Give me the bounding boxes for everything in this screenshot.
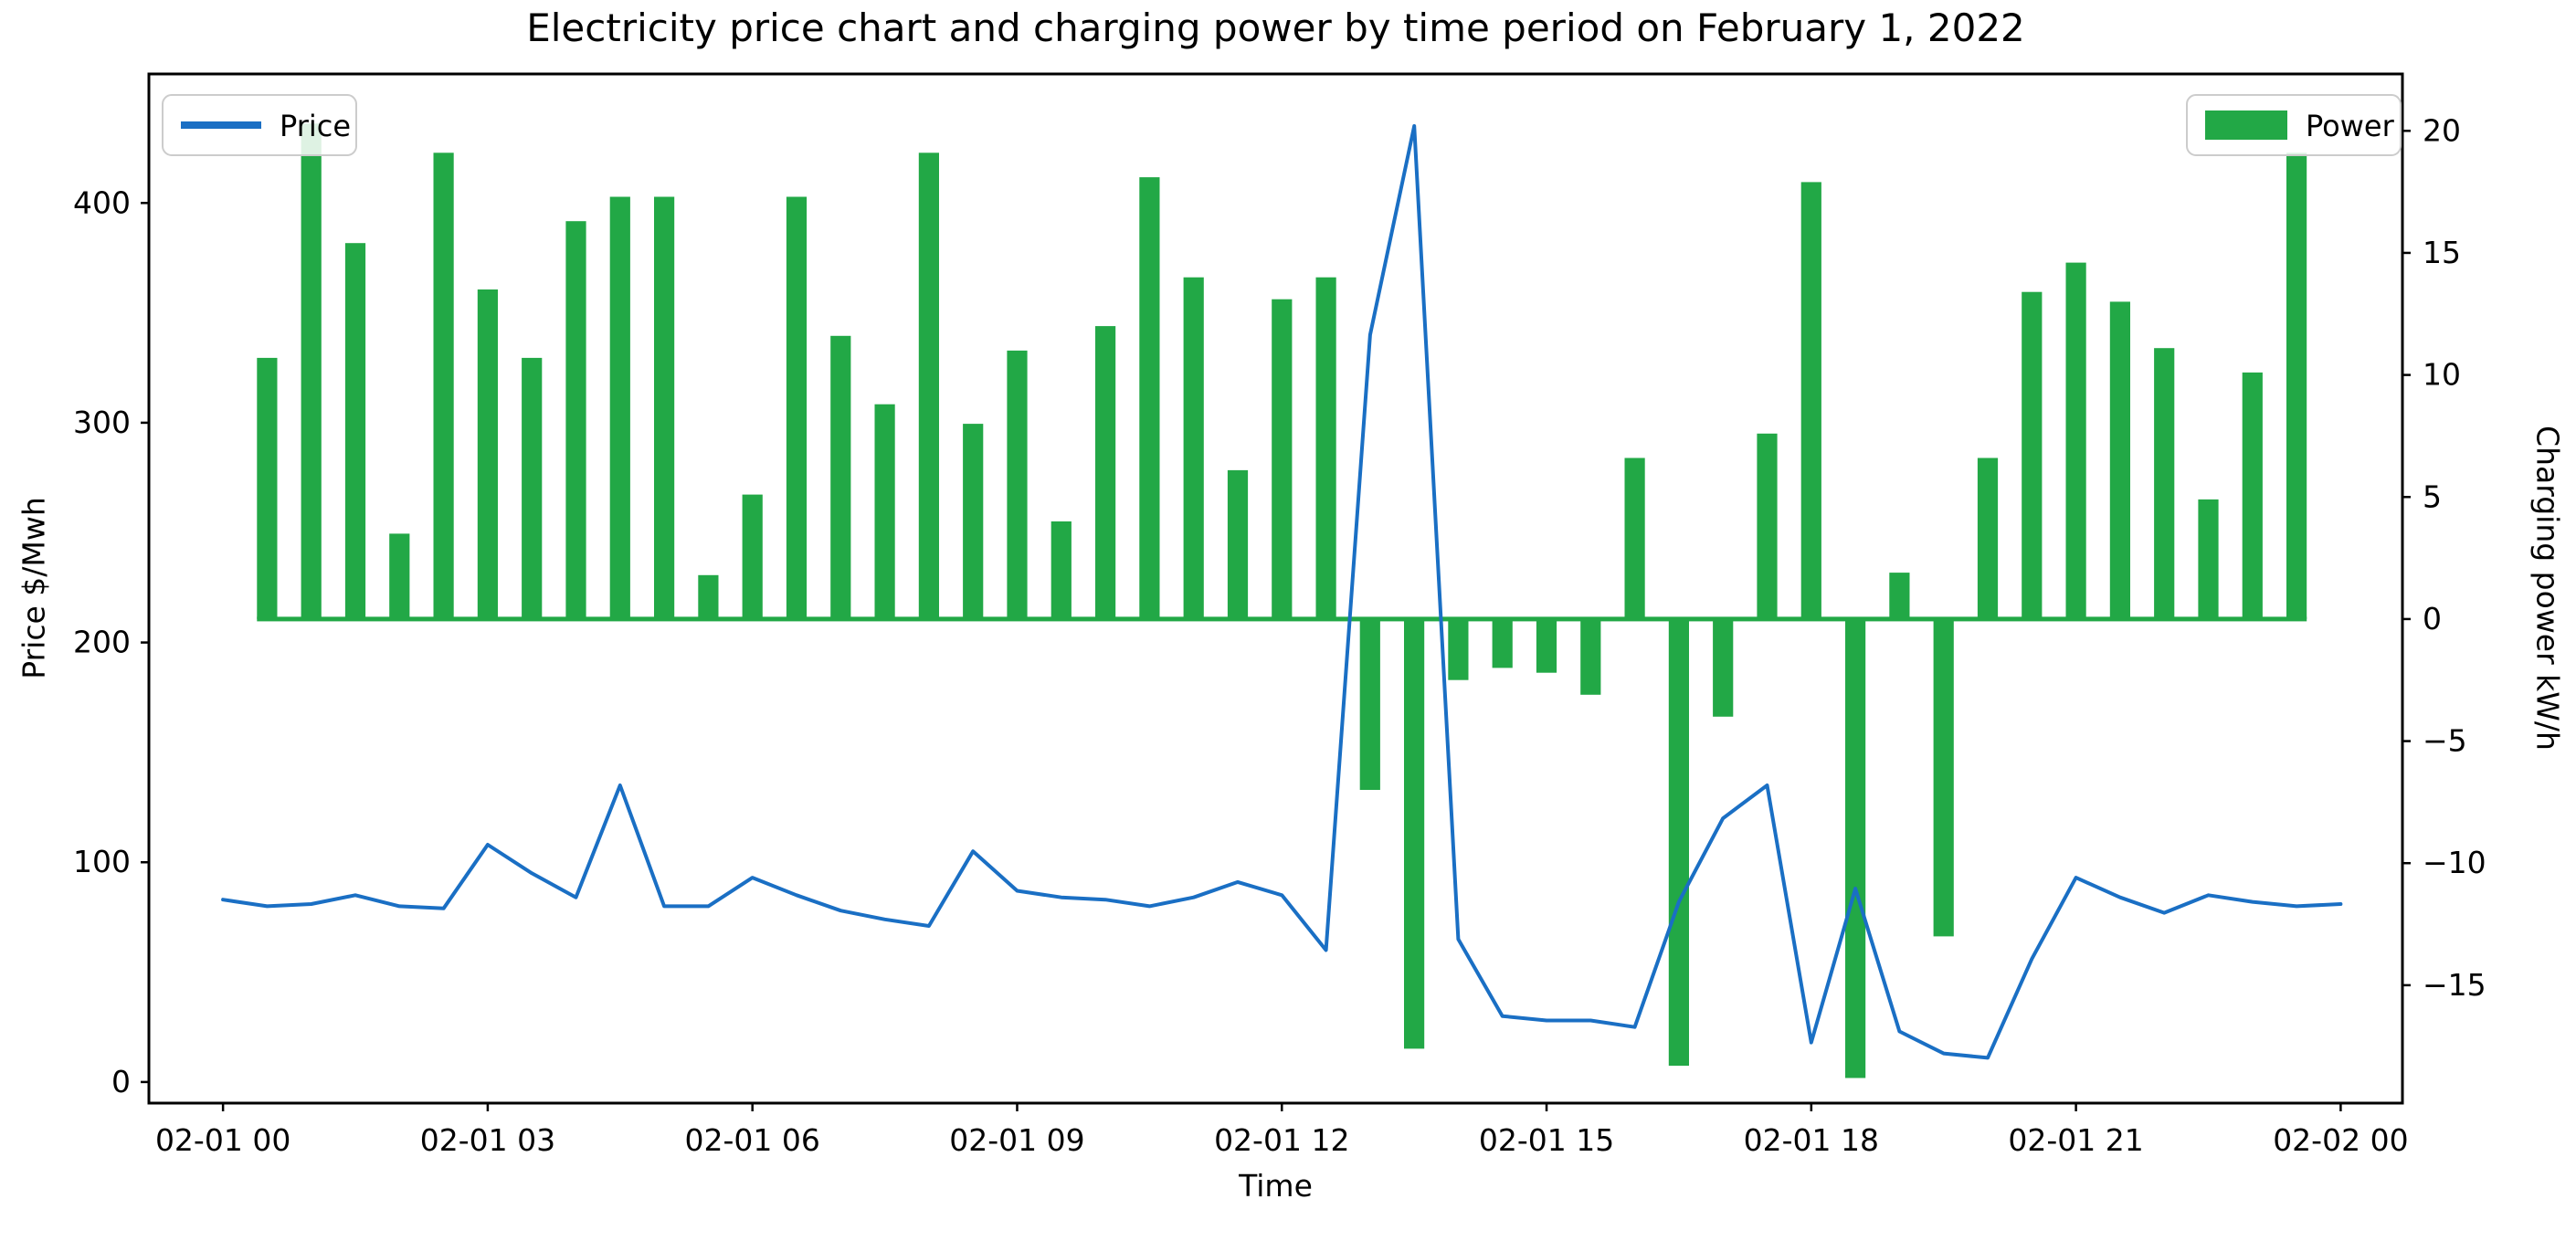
power-bar (742, 494, 763, 619)
legend-power-label: Power (2306, 109, 2395, 143)
plot-border (147, 72, 2404, 1105)
power-bar (344, 243, 366, 619)
chart-title: Electricity price chart and charging pow… (526, 5, 2025, 50)
right-tick-label: −15 (2423, 967, 2486, 1003)
power-bar (2242, 372, 2263, 619)
power-bar (1448, 618, 1469, 680)
x-tick-label: 02-01 09 (949, 1122, 1084, 1158)
x-tick-label: 02-02 00 (2273, 1122, 2408, 1158)
x-tick-label: 02-01 03 (420, 1122, 555, 1158)
power-bar (257, 357, 278, 619)
legend-price-label: Price (280, 109, 351, 143)
power-bar (1580, 618, 1601, 695)
power-bar (389, 533, 410, 619)
power-bar (565, 221, 586, 619)
power-bar (2109, 301, 2130, 619)
price-line (221, 124, 2343, 1060)
power-bar (609, 196, 630, 619)
x-tick-label: 02-01 21 (2008, 1122, 2143, 1158)
right-tick-label: −5 (2423, 723, 2467, 759)
power-bar (522, 357, 543, 619)
power-bar (1183, 277, 1204, 619)
power-bar (2022, 291, 2043, 619)
power-bar (1227, 469, 1249, 619)
power-bar (654, 196, 675, 619)
power-bar (301, 123, 322, 619)
power-bar (1757, 433, 1778, 619)
power-bar (1800, 182, 1821, 619)
right-tick-label: 0 (2423, 601, 2442, 636)
power-bar (963, 424, 984, 619)
power-bar (1359, 618, 1380, 790)
power-bar (830, 335, 851, 619)
right-tick-label: 5 (2423, 479, 2442, 514)
left-tick-label: 300 (73, 405, 131, 440)
legend-power-rect-swatch (2205, 110, 2287, 140)
power-bar (2065, 262, 2086, 619)
left-tick-label: 100 (73, 844, 131, 879)
right-tick-label: −10 (2423, 845, 2486, 880)
right-tick-label: 15 (2423, 235, 2461, 270)
legend-power-box (2186, 94, 2402, 156)
power-bar (2198, 499, 2219, 619)
power-bar (433, 152, 454, 619)
power-bar (1845, 618, 1866, 1078)
power-bar (1050, 521, 1072, 619)
power-bar (1139, 177, 1160, 619)
power-bar (918, 152, 939, 619)
left-tick-label: 200 (73, 625, 131, 660)
power-bar (1272, 299, 1293, 619)
left-tick-label: 0 (111, 1064, 131, 1099)
power-bar (874, 404, 895, 619)
power-bar (2286, 152, 2307, 619)
power-bar (1713, 618, 1734, 717)
power-bar (1536, 618, 1557, 673)
power-bar (2154, 348, 2175, 619)
power-bar (786, 196, 808, 619)
right-tick-label: 10 (2423, 357, 2461, 393)
x-tick-label: 02-01 00 (155, 1122, 290, 1158)
power-bar (1007, 350, 1028, 619)
power-bar (1977, 457, 1999, 619)
x-tick-label: 02-01 06 (685, 1122, 820, 1158)
x-axis-title: Time (1239, 1168, 1313, 1204)
power-bar (1095, 326, 1116, 619)
power-bar (1668, 618, 1689, 1067)
x-tick-label: 02-01 18 (1744, 1122, 1879, 1158)
power-bar (1492, 618, 1513, 668)
power-zero-baseline (257, 616, 2307, 622)
power-bar (1315, 277, 1336, 619)
power-bar (1889, 573, 1910, 619)
power-bar (1933, 618, 1954, 937)
x-tick-label: 02-01 12 (1214, 1122, 1349, 1158)
power-bar (1404, 618, 1425, 1049)
right-tick-label: 20 (2423, 112, 2461, 148)
x-tick-label: 02-01 15 (1479, 1122, 1614, 1158)
power-bar (1624, 457, 1645, 619)
power-bar (477, 289, 498, 619)
left-tick-label: 400 (73, 184, 131, 220)
power-bar (698, 574, 719, 619)
